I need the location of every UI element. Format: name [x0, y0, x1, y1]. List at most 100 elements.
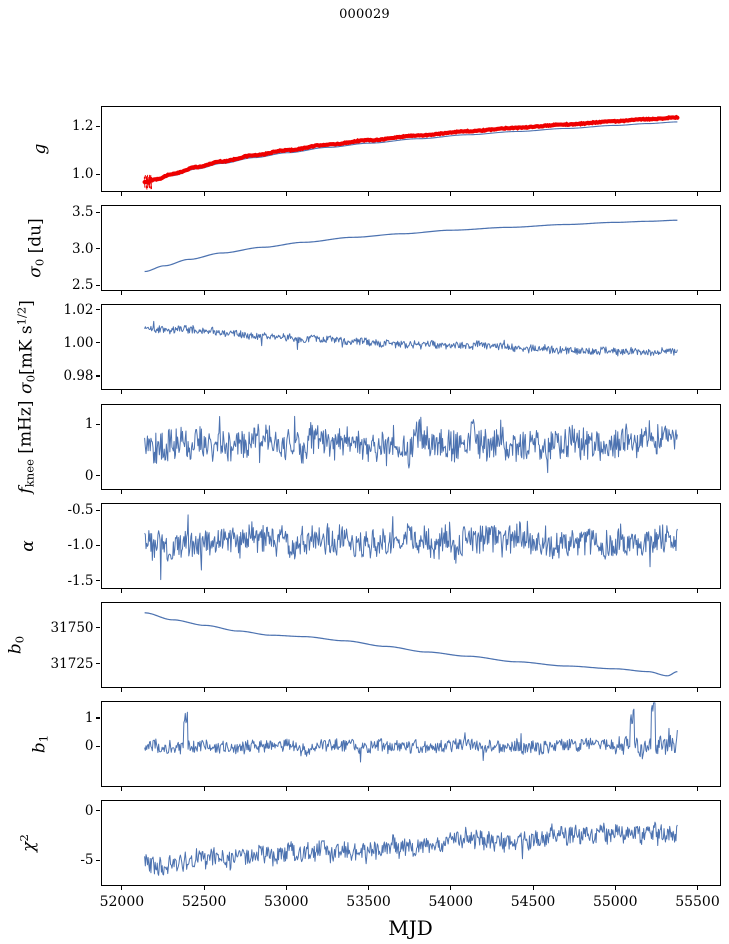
panel-b1-series — [143, 702, 678, 763]
panel-b0 — [100, 602, 721, 688]
panel-alpha-xtick-mark — [203, 589, 205, 594]
panel-sigma0-du-ytick-label: 2.5 — [72, 277, 94, 294]
series-noisy-line — [143, 702, 678, 763]
panel-sigma0-du-ytick-label: 3.0 — [72, 240, 94, 257]
panel-g-xtick-mark — [450, 192, 452, 197]
panel-g-xtick-mark — [614, 192, 616, 197]
panel-chi2-xtick-mark — [614, 886, 616, 891]
panel-sigma0-mk-xtick-mark — [450, 390, 452, 395]
panel-b1 — [100, 701, 721, 787]
panel-fknee-xtick-mark — [696, 490, 699, 495]
panel-alpha-ytick-label: -1.0 — [67, 537, 94, 554]
panel-g-xtick-mark — [368, 192, 370, 197]
panel-alpha-ytick-mark — [96, 509, 101, 511]
panel-alpha-series — [143, 514, 678, 581]
panel-b0-ytick-label: 31725 — [50, 655, 94, 672]
panel-chi2-series — [143, 821, 678, 876]
panel-b1-xtick-mark — [696, 787, 699, 792]
panel-sigma0-mk-ytick-mark — [96, 309, 101, 311]
panel-b1-ytick-label: 1 — [84, 709, 94, 726]
panel-b1-xtick-mark — [532, 787, 534, 792]
panel-g-xtick-mark — [532, 192, 534, 197]
panel-b0-xtick-mark — [614, 688, 616, 693]
panel-fknee-xtick-mark — [614, 490, 616, 495]
panel-fknee-series — [143, 415, 678, 474]
panel-g-ytick-label: 1.0 — [72, 166, 94, 183]
panel-sigma0-mk-xtick-mark — [532, 390, 534, 395]
panel-b1-ytick-label: 0 — [84, 738, 94, 755]
panel-g-xtick-mark — [285, 192, 287, 197]
panel-fknee-xtick-mark — [203, 490, 205, 495]
panel-alpha-xtick-mark — [696, 589, 699, 594]
panel-chi2-xtick-mark — [696, 886, 699, 891]
panel-b0-xtick-mark — [121, 688, 123, 693]
panel-g-xtick-mark — [696, 192, 699, 197]
panel-g-ytick-mark — [96, 125, 101, 127]
panel-sigma0-du-xtick-mark — [532, 291, 534, 296]
panel-g-xtick-mark — [121, 192, 123, 197]
panel-chi2-xtick-mark — [121, 886, 123, 891]
series-line — [144, 612, 677, 677]
panel-b0-xtick-mark — [696, 688, 699, 693]
xtick-label: 55500 — [675, 894, 720, 910]
figure-title: 000029 — [339, 7, 390, 22]
panel-g — [100, 106, 721, 192]
series-noisy-line — [143, 320, 678, 357]
panel-b0-xtick-mark — [285, 688, 287, 693]
panel-g-series — [142, 114, 679, 190]
panel-b0-xtick-mark — [203, 688, 205, 693]
panel-alpha-ytick-mark — [96, 580, 101, 582]
panel-sigma0-du-xtick-mark — [121, 291, 123, 296]
panel-sigma0-du-ytick-mark — [96, 284, 101, 286]
panel-fknee-xtick-mark — [285, 490, 287, 495]
panel-chi2-xtick-mark — [203, 886, 205, 891]
xtick-label: 54500 — [510, 894, 556, 910]
panel-sigma0-mk-xtick-mark — [203, 390, 205, 395]
panel-sigma0-du-xtick-mark — [696, 291, 699, 296]
panel-b1-xtick-mark — [203, 787, 205, 792]
panel-fknee-ytick-mark — [96, 423, 101, 426]
panel-g-ytick-mark — [96, 173, 101, 175]
panel-chi2-xtick-mark — [450, 886, 452, 891]
panel-b0-ytick-mark — [96, 627, 101, 629]
panel-sigma0-du-xtick-mark — [285, 291, 287, 296]
panel-b0-ytick-mark — [96, 663, 101, 665]
panel-sigma0-mk-ytick-label: 0.98 — [63, 367, 94, 384]
panel-b0-ytick-label: 31750 — [50, 619, 94, 636]
panel-sigma0-du-series — [144, 219, 677, 273]
panel-fknee-xtick-mark — [450, 490, 452, 495]
panel-b1-xtick-mark — [368, 787, 370, 792]
panel-alpha-xtick-mark — [368, 589, 370, 594]
series-line — [144, 219, 677, 273]
series-gain-early-scatter — [143, 174, 152, 190]
xtick-label: 52500 — [181, 894, 227, 910]
panel-chi2-xtick-mark — [532, 886, 534, 891]
panel-sigma0-mk-ytick-label: 1.02 — [63, 301, 94, 318]
panel-sigma0-du — [100, 205, 721, 291]
panel-sigma0-du-ytick-mark — [96, 211, 101, 213]
panel-chi2 — [100, 800, 721, 886]
panel-alpha-xtick-mark — [450, 589, 452, 594]
panel-alpha-xtick-mark — [532, 589, 534, 594]
panel-sigma0-mk-xtick-mark — [121, 390, 123, 395]
x-axis-label: MJD — [388, 916, 433, 940]
panel-b1-xtick-mark — [285, 787, 287, 792]
panel-b0-xtick-mark — [368, 688, 370, 693]
panel-alpha-xtick-mark — [121, 589, 123, 594]
panel-sigma0-mk-xtick-mark — [696, 390, 699, 395]
series-noisy-line — [143, 821, 678, 876]
panel-sigma0-mk-series — [143, 320, 678, 357]
series-noisy-line — [143, 514, 678, 581]
panel-sigma0-mk-xtick-mark — [368, 390, 370, 395]
panel-fknee — [100, 404, 721, 490]
panel-alpha-ytick-label: -1.5 — [67, 572, 94, 589]
panel-sigma0-du-xtick-mark — [614, 291, 616, 296]
xtick-label: 55000 — [592, 894, 638, 910]
panel-chi2-ytick-label: -5 — [80, 852, 94, 869]
panel-sigma0-mk-ytick-mark — [96, 375, 101, 377]
panel-sigma0-mk-ytick-mark — [96, 342, 101, 344]
panel-alpha-xtick-mark — [285, 589, 287, 594]
panel-b0-xtick-mark — [532, 688, 534, 693]
panel-alpha-xtick-mark — [614, 589, 616, 594]
